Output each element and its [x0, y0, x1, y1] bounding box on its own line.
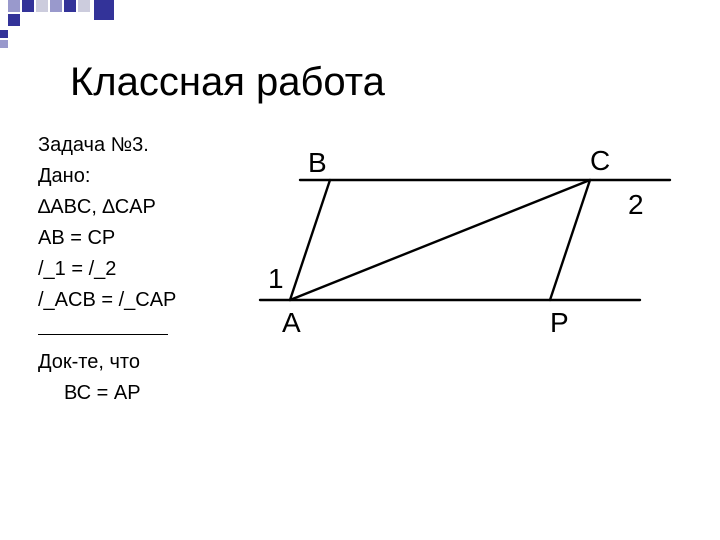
vertex-label-B: B — [308, 147, 327, 178]
given-line-1: ∆ABC, ∆CAP — [38, 192, 176, 223]
prove-intro: Док-те, что — [38, 347, 176, 378]
problem-heading: Задача №3. — [38, 130, 176, 161]
vertex-label-P: P — [550, 307, 569, 338]
vertex-label-C: C — [590, 145, 610, 176]
problem-statement: Задача №3. Дано: ∆ABC, ∆CAP AB = CP /_1 … — [38, 130, 176, 409]
prove-statement: ВС = АР — [38, 378, 141, 409]
given-line-2: AB = CP — [38, 223, 176, 254]
segment — [290, 180, 590, 300]
separator-line — [38, 334, 168, 335]
angle-label-1: 1 — [268, 263, 284, 294]
given-line-4: /_ACB = /_CAP — [38, 285, 176, 316]
given-label: Дано: — [38, 161, 176, 192]
segment — [290, 180, 330, 300]
given-line-3: /_1 = /_2 — [38, 254, 176, 285]
angle-label-2: 2 — [628, 189, 644, 220]
vertex-label-A: A — [282, 307, 301, 338]
geometry-diagram: A B C P 1 2 — [230, 120, 690, 380]
slide-title: Классная работа — [70, 60, 385, 105]
segment — [550, 180, 590, 300]
